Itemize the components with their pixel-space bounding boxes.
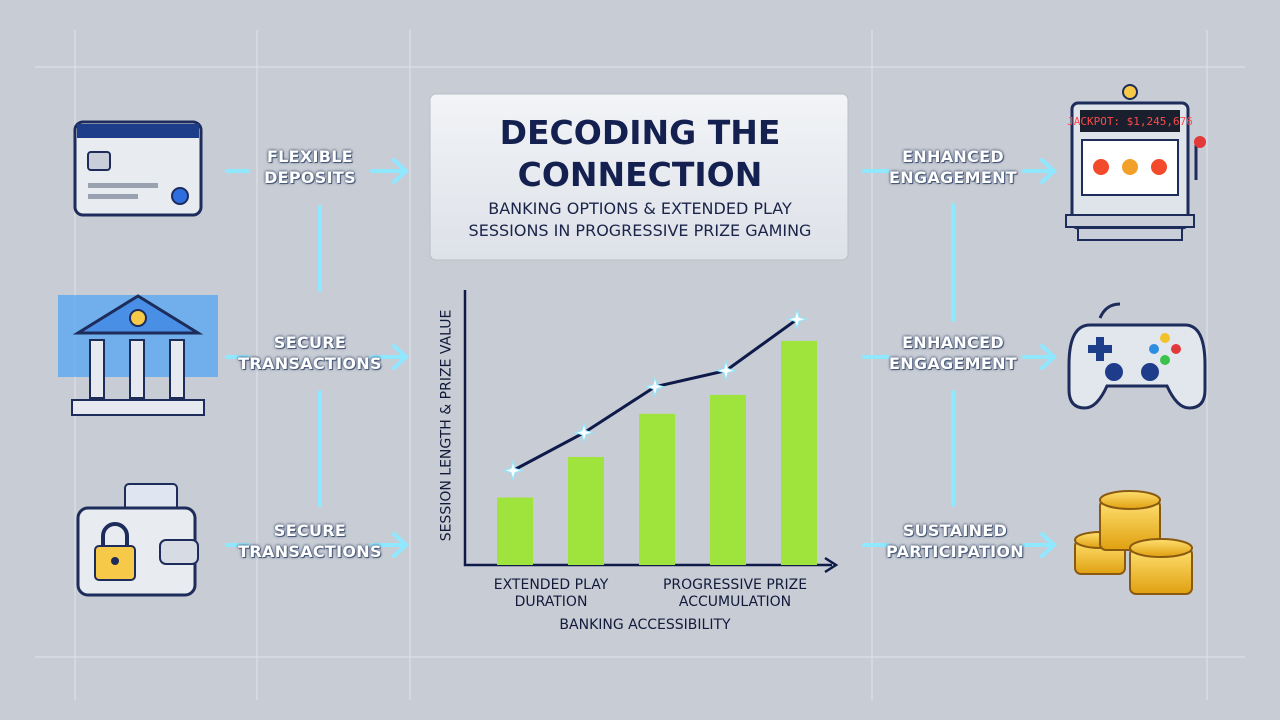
x-group-label: PROGRESSIVE PRIZE ACCUMULATION (662, 577, 808, 610)
x-group-label: EXTENDED PLAY DURATION (493, 577, 609, 610)
sparkle (715, 359, 737, 382)
jackpot-display: JACKPOT: $1,245,676 (1067, 115, 1193, 128)
right-label: ENHANCED ENGAGEMENT (888, 333, 1018, 373)
card-icon (73, 120, 203, 217)
bank-icon (58, 294, 218, 416)
title-box (429, 93, 849, 261)
left-label: FLEXIBLE DEPOSITS (264, 147, 356, 187)
bar (639, 413, 675, 565)
bar (781, 340, 817, 565)
chart (497, 308, 817, 565)
left-label: SECURE TRANSACTIONS (238, 521, 382, 561)
sparkle (502, 459, 524, 482)
bar (497, 497, 533, 565)
right-label: SUSTAINED PARTICIPATION (886, 521, 1024, 561)
bar (710, 394, 746, 565)
y-axis-label: SESSION LENGTH & PRIZE VALUE (438, 309, 455, 542)
bar (568, 457, 604, 565)
left-label: SECURE TRANSACTIONS (238, 333, 382, 373)
sparkle (786, 308, 808, 331)
title: DECODING THE CONNECTION (499, 113, 781, 194)
coins-icon (1074, 490, 1193, 595)
x-axis-label: BANKING ACCESSIBILITY (559, 617, 731, 633)
subtitle: BANKING OPTIONS & EXTENDED PLAY SESSIONS… (468, 199, 812, 240)
right-label: ENHANCED ENGAGEMENT (888, 147, 1018, 187)
connectors (225, 158, 1057, 558)
sparkle (573, 421, 595, 444)
controller-icon (1067, 302, 1207, 410)
chart-axes (463, 290, 839, 574)
slot-machine-icon: JACKPOT: $1,245,676 (1065, 84, 1206, 241)
wallet-icon (76, 483, 199, 597)
sparkle (644, 375, 666, 398)
